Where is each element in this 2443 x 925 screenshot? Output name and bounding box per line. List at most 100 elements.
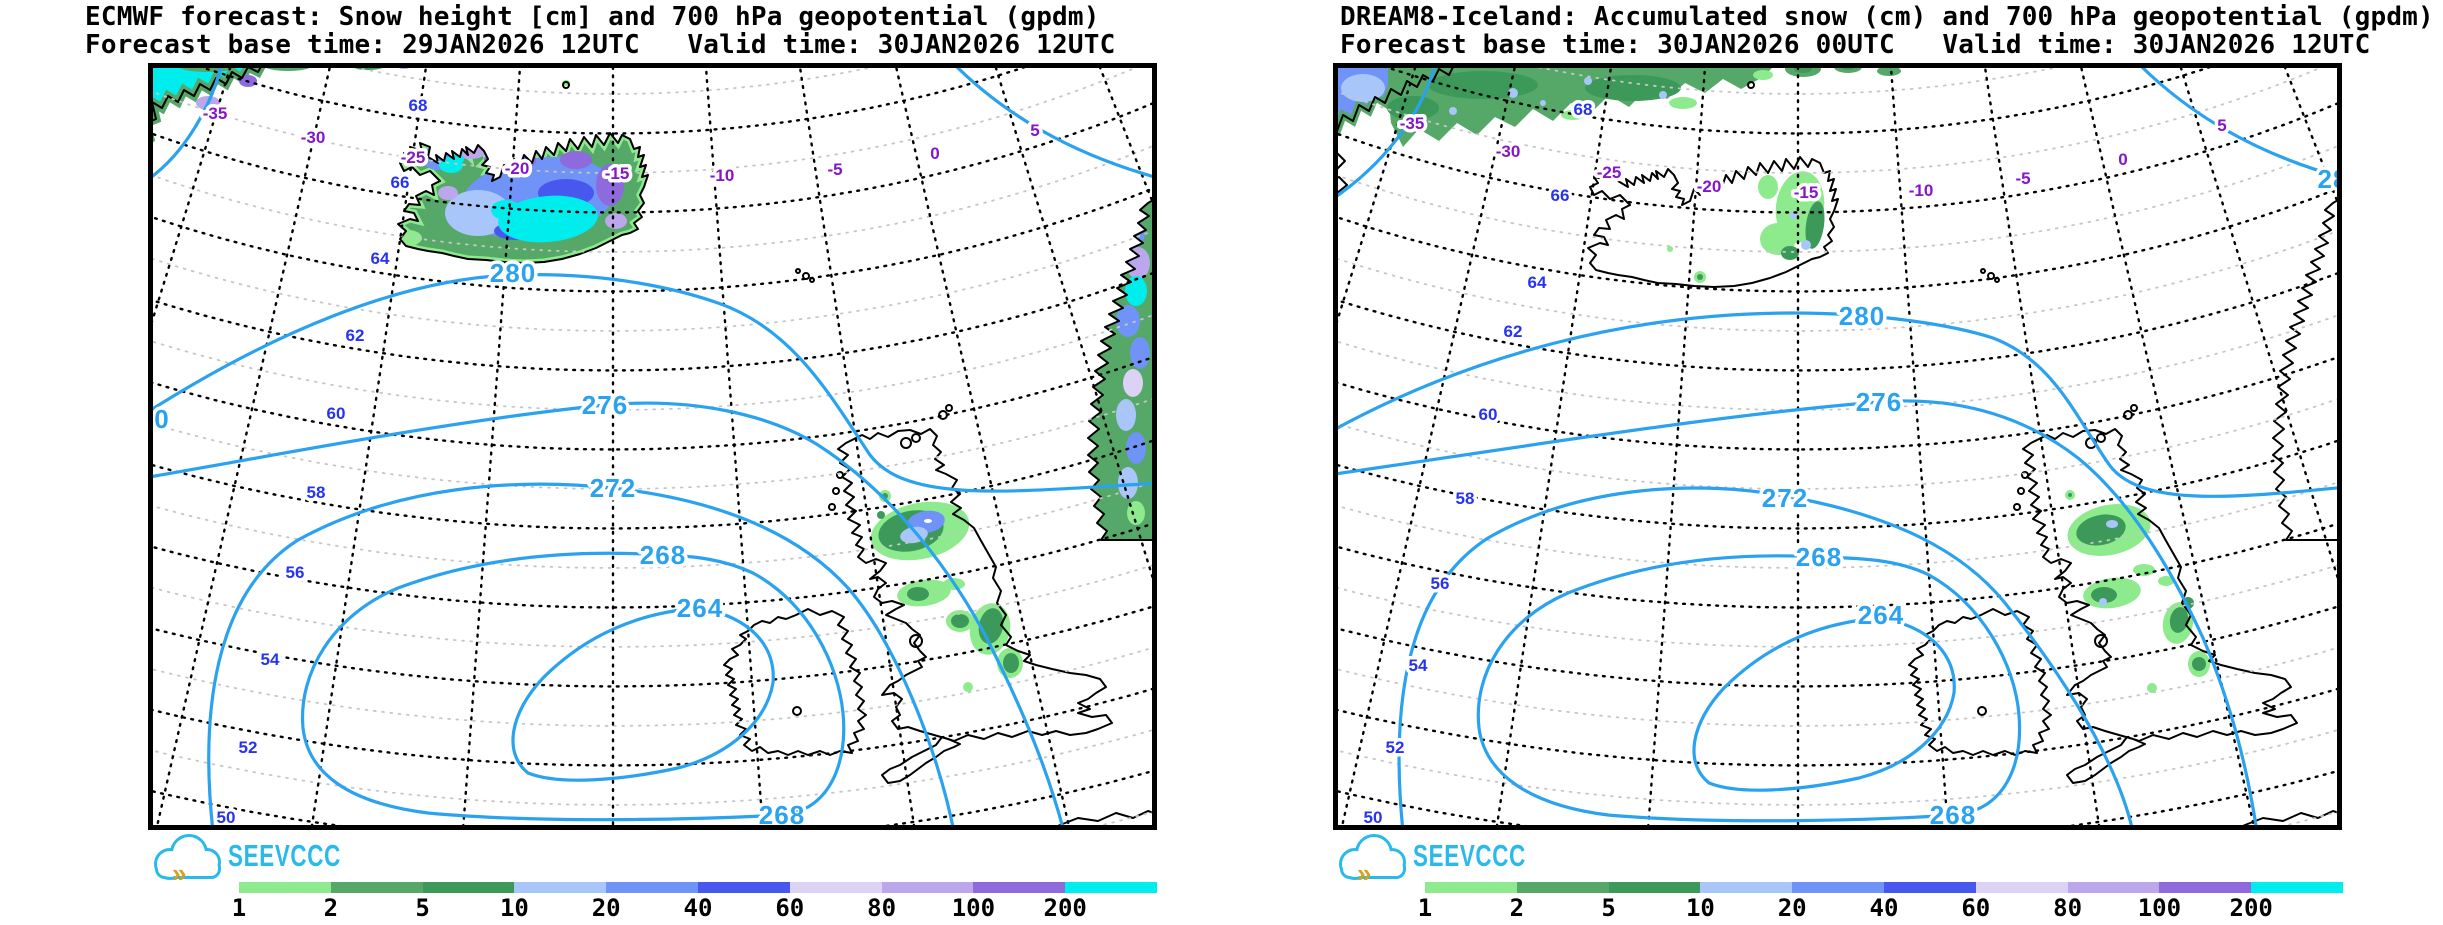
iceland-coast-group [397,132,649,264]
latitude-label: 62 [346,326,365,345]
legend-value-label: 200 [1043,894,1087,922]
longitude-line [1339,63,1517,830]
snow-blob [1130,337,1150,369]
seevccc-logo-text-right: SEEVCCC [1413,838,1526,873]
small-island [2017,487,2025,495]
latitude-line-minor [148,228,1157,332]
uk-snow-blob [907,587,929,601]
small-island [2096,433,2106,443]
snow-blob [1123,369,1143,397]
latitude-line [1333,354,2342,451]
graticule [148,63,1157,830]
latitude-label: 56 [1431,574,1450,593]
latitude-line [148,674,1157,830]
legend-value-label: 80 [2053,894,2083,922]
uk-snow-blob [877,511,885,519]
small-island [836,471,844,479]
greenland-coast [148,63,278,142]
contour-label: 276 [582,390,628,420]
snow-blob [1801,240,1811,250]
legend-value-label: 10 [499,894,529,922]
snow-blob [445,190,511,236]
longitude-line [704,63,765,830]
title-left-line1: ECMWF forecast: Snow height [cm] and 700… [85,2,1100,32]
uk-snow-blob [2158,576,2174,586]
contour-label: 276 [1856,387,1902,417]
snow-color-scale-left [239,882,1157,893]
title-right-line2: Forecast base time: 30JAN2026 00UTC Vali… [1340,30,2371,60]
longitude-label: -35 [203,104,228,123]
longitude-line [154,63,332,830]
small-island [828,503,836,511]
geopotential-contour [300,551,846,822]
britain-coast [2022,428,2298,784]
norway-coast [2272,196,2342,541]
cloud-fill [158,861,218,876]
legend-segment [1700,882,1793,893]
small-island [900,437,912,449]
small-island [2130,404,2138,412]
legend-value-label: 20 [1777,894,1807,922]
latitude-line-minor [1333,228,2342,332]
legend-value-label: 1 [1417,894,1433,922]
latitude-line-minor [1333,479,2342,569]
legend-value-label: 40 [683,894,713,922]
small-island [2094,634,2108,648]
legend-value-label: 100 [2137,894,2182,922]
snow-blob [1753,70,1773,80]
snow-blob [596,164,624,206]
latitude-line-minor [1333,143,2342,253]
legend-segment [2067,882,2160,893]
contour-label: 280 [1839,301,1885,331]
coastline-layer [148,63,1157,830]
latitude-label: 54 [1409,656,1428,675]
latitude-label: 64 [371,249,390,268]
snow-blob [1114,203,1132,223]
contour-label: 0 [154,404,169,434]
snow-blob [1118,467,1138,499]
snow-blob [1508,88,1518,98]
legend-segment [789,882,882,893]
geopotential-contour [148,273,1157,493]
snow-blob [1758,175,1778,199]
snow-blob [1877,66,1901,76]
legend-value-label: 40 [1869,894,1899,922]
snow-color-scale-right [1425,882,2343,893]
latitude-line [1333,604,2342,688]
legend-segment [1425,882,1517,893]
title-left: ECMWF forecast: Snow height [cm] and 700… [85,3,1115,59]
coastline-layer [1333,63,2342,830]
legend-value-label: 60 [775,894,805,922]
latitude-label: 64 [1528,273,1547,292]
latitude-label: 52 [239,738,258,757]
geopotential-contour [1397,486,2135,830]
small-island [832,487,840,495]
map-border [1333,63,2342,830]
longitude-line [1983,63,2101,830]
geopotential-contour [148,401,1066,830]
legend-value-label: 100 [951,894,996,922]
latitude-label: 62 [1504,322,1523,341]
latitude-line [1333,686,2342,767]
small-island [1747,81,1755,89]
snow-blob [438,186,458,200]
small-island [1977,706,1987,716]
latitude-line [148,185,1157,293]
legend-segment [606,882,698,893]
iceland-coast-group [1587,156,1839,288]
longitude-label: -10 [710,166,735,185]
title-right-line1: DREAM8-Iceland: Accumulated snow (cm) an… [1340,2,2434,32]
latitude-line [1333,768,2342,830]
latitude-line [148,354,1157,451]
uk-snow-blob [2192,657,2206,671]
longitude-label: -20 [505,159,530,178]
longitude-line [1333,63,1418,339]
latitude-line [185,63,1041,135]
latitude-line [1333,674,2342,830]
geopotential-contours [1333,63,2342,830]
uk-snow-blob [1003,653,1019,673]
legend-value-label: 20 [591,894,621,922]
longitude-label: -35 [1400,114,1425,133]
snow-blob [1667,246,1673,252]
